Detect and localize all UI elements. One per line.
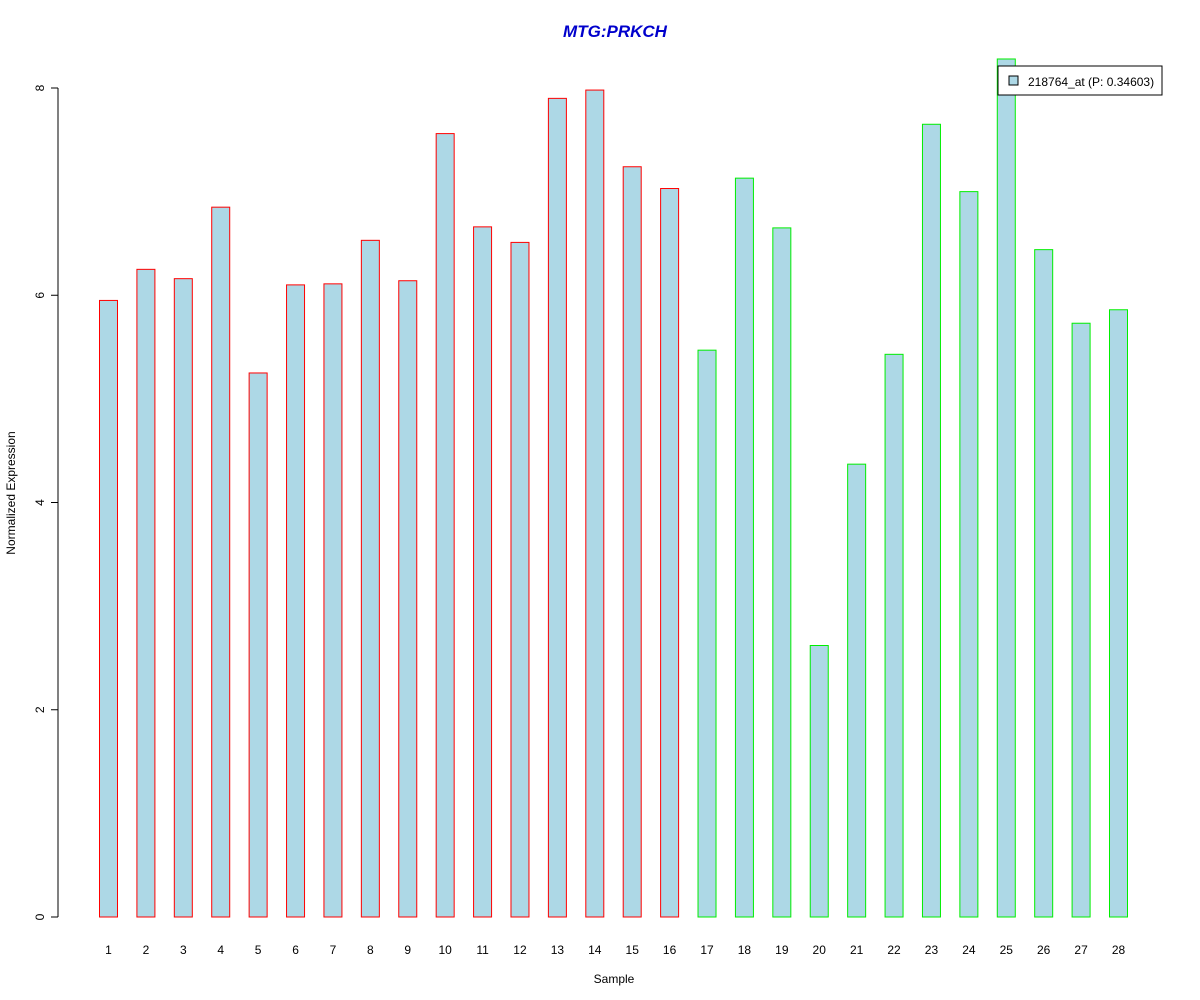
x-tick-label: 14 <box>588 943 602 957</box>
x-tick-label: 4 <box>217 943 224 957</box>
bar-sample-12 <box>510 241 530 918</box>
bar-sample-3 <box>173 278 193 918</box>
bar-sample-21 <box>847 463 867 918</box>
x-tick-label: 25 <box>1000 943 1014 957</box>
bar-sample-8 <box>360 239 380 918</box>
x-tick-label: 23 <box>925 943 939 957</box>
bar-sample-26 <box>1034 249 1054 918</box>
chart-title: MTG:PRKCH <box>563 22 668 41</box>
x-tick-label: 21 <box>850 943 864 957</box>
bar-sample-20 <box>809 645 829 918</box>
x-tick-label: 6 <box>292 943 299 957</box>
bar-sample-27 <box>1071 322 1091 918</box>
bar-sample-9 <box>398 280 418 918</box>
bar-sample-22 <box>884 353 904 918</box>
x-tick-label: 10 <box>438 943 452 957</box>
bar-sample-24 <box>959 191 979 918</box>
x-tick-label: 9 <box>404 943 411 957</box>
bar-sample-17 <box>697 349 717 918</box>
legend-swatch <box>1008 75 1019 86</box>
x-tick-label: 24 <box>962 943 976 957</box>
bar-sample-5 <box>248 372 268 918</box>
y-tick-label: 0 <box>33 913 47 920</box>
x-tick-label: 28 <box>1112 943 1126 957</box>
bars <box>99 58 1128 918</box>
x-tick-label: 7 <box>330 943 337 957</box>
bar-sample-7 <box>323 283 343 918</box>
bar-sample-15 <box>622 166 642 918</box>
bar-sample-28 <box>1109 309 1128 918</box>
x-tick-label: 20 <box>813 943 827 957</box>
x-tick-label: 17 <box>700 943 714 957</box>
bar-sample-25 <box>996 58 1016 918</box>
x-tick-label: 16 <box>663 943 677 957</box>
bar-sample-18 <box>734 177 754 918</box>
bar-sample-6 <box>286 284 306 918</box>
x-tick-label: 3 <box>180 943 187 957</box>
bar-sample-1 <box>99 299 118 918</box>
x-tick-label: 18 <box>738 943 752 957</box>
x-tick-label: 22 <box>887 943 901 957</box>
bar-sample-19 <box>772 227 792 918</box>
bar-sample-13 <box>547 97 567 918</box>
x-tick-label: 19 <box>775 943 789 957</box>
x-tick-label: 1 <box>105 943 112 957</box>
x-axis-label: Sample <box>594 972 635 986</box>
x-tick-label: 27 <box>1074 943 1088 957</box>
x-tick-label: 5 <box>255 943 262 957</box>
x-tick-label: 13 <box>551 943 565 957</box>
y-tick-label: 6 <box>33 292 47 299</box>
bar-sample-14 <box>585 89 605 918</box>
y-axis: 0 2 4 6 8 <box>33 84 59 920</box>
x-tick-label: 12 <box>513 943 527 957</box>
x-tick-label: 2 <box>143 943 150 957</box>
y-tick-label: 2 <box>33 706 47 713</box>
x-tick-label: 15 <box>626 943 640 957</box>
bar-sample-10 <box>435 133 455 918</box>
bar-sample-2 <box>136 268 156 918</box>
x-tick-labels: 1 2 3 4 5 6 7 8 9 10 11 12 13 14 15 16 17 18 19 20 21 22 23 24 2… <box>105 943 1125 957</box>
x-tick-label: 11 <box>476 943 489 957</box>
y-tick-label: 8 <box>33 84 47 91</box>
legend-entry-label: 218764_at (P: 0.34603) <box>1028 75 1154 89</box>
y-tick-label: 4 <box>33 499 47 506</box>
bar-sample-4 <box>211 206 231 918</box>
x-tick-label: 26 <box>1037 943 1051 957</box>
y-axis-label: Normalized Expression <box>4 431 18 554</box>
bar-sample-23 <box>921 123 941 918</box>
bar-sample-11 <box>473 226 493 918</box>
bar-sample-16 <box>660 188 680 918</box>
legend-box <box>997 65 1163 96</box>
x-tick-label: 8 <box>367 943 374 957</box>
legend: 218764_at (P: 0.34603) <box>997 65 1163 96</box>
